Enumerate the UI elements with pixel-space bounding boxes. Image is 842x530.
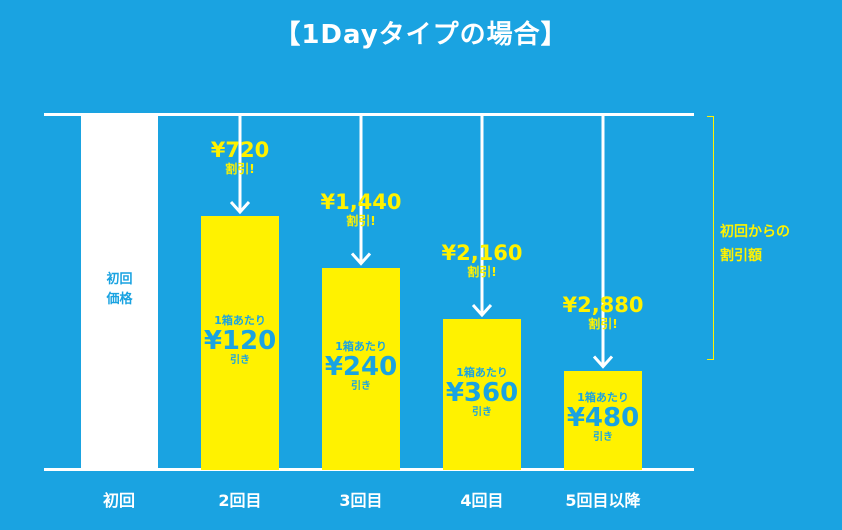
per-box-label-3: 1箱あたり ¥360 引き	[443, 366, 521, 418]
bracket-label-line2: 割引額	[720, 248, 762, 264]
bracket-label-line1: 初回からの	[720, 224, 790, 240]
arrow-head-2	[350, 252, 372, 266]
bar-4	[564, 370, 642, 470]
discount-label-1: ¥720 割引!	[180, 138, 300, 176]
per-box-label-4: 1箱あたり ¥480 引き	[564, 391, 642, 443]
discount-amount: ¥2,880	[562, 292, 644, 317]
bar-2	[322, 267, 400, 470]
discount-label-3: ¥2,160 割引!	[422, 241, 542, 279]
discount-suffix: 割引!	[467, 265, 497, 279]
per-box-suffix: 引き	[351, 380, 371, 392]
discount-suffix: 割引!	[346, 213, 376, 228]
per-box-label-2: 1箱あたり ¥240 引き	[322, 340, 400, 392]
discount-suffix: 割引!	[225, 162, 255, 176]
discount-label-2: ¥1,440 割引!	[301, 190, 421, 228]
bracket-label: 初回からの 割引額	[720, 220, 830, 268]
first-price-box	[81, 113, 158, 470]
per-box-label-1: 1箱あたり ¥120 引き	[201, 314, 279, 366]
x-label-1: 2回目	[218, 491, 262, 510]
top-reference-line	[44, 113, 694, 116]
per-box-prefix: 1箱あたり	[577, 391, 629, 405]
per-box-amount: ¥480	[566, 403, 640, 434]
arrow-head-4	[592, 355, 614, 369]
per-box-suffix: 引き	[472, 406, 492, 418]
bar-1	[201, 216, 279, 470]
discount-label-4: ¥2,880 割引!	[543, 293, 663, 331]
arrow-head-3	[471, 303, 493, 318]
per-box-amount: ¥120	[203, 326, 277, 356]
discount-amount: ¥1,440	[320, 189, 402, 214]
x-label-3: 4回目	[460, 491, 504, 510]
per-box-amount: ¥360	[445, 377, 519, 408]
per-box-prefix: 1箱あたり	[456, 365, 508, 379]
per-box-prefix: 1箱あたり	[335, 339, 387, 353]
discount-amount: ¥2,160	[441, 241, 523, 265]
per-box-suffix: 引き	[593, 432, 613, 444]
discount-suffix: 割引!	[588, 316, 618, 331]
first-price-label-line1: 初回	[106, 272, 133, 287]
chart-title: 【1Dayタイプの場合】	[274, 20, 568, 50]
first-price-label: 初回 価格	[81, 270, 158, 310]
discount-bracket	[707, 116, 714, 360]
per-box-prefix: 1箱あたり	[214, 314, 266, 327]
first-price-label-line2: 価格	[106, 292, 133, 307]
arrow-head-1	[229, 200, 251, 215]
per-box-amount: ¥240	[324, 351, 398, 382]
x-label-4: 5回目以降	[565, 491, 641, 510]
bar-3	[443, 319, 521, 470]
discount-amount: ¥720	[210, 138, 270, 162]
x-label-2: 3回目	[339, 491, 383, 510]
per-box-suffix: 引き	[230, 355, 250, 366]
x-label-first: 初回	[102, 491, 135, 510]
